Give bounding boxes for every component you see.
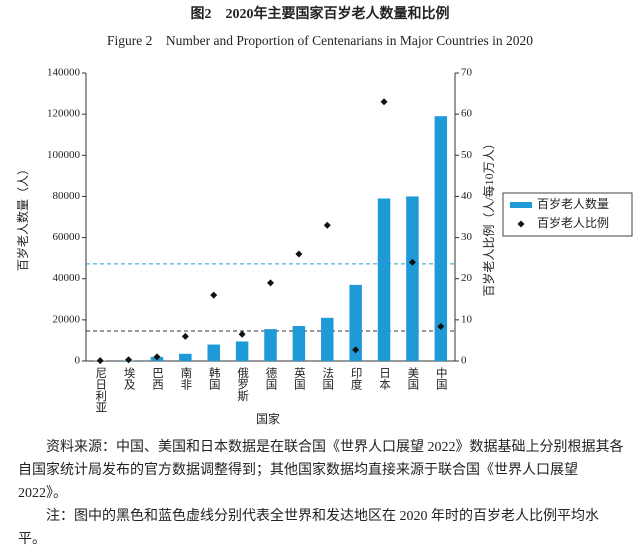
bar bbox=[434, 116, 448, 361]
point bbox=[125, 356, 133, 364]
chart: 图2 2020年主要国家百岁老人数量和比例 Figure 2 Number an… bbox=[15, 5, 633, 426]
source-note: 资料来源：中国、美国和日本数据是在联合国《世界人口展望 2022》数据基础上分别… bbox=[18, 440, 624, 501]
legend-swatch bbox=[510, 202, 532, 208]
point bbox=[181, 332, 189, 340]
x-tick-label: 英国 bbox=[293, 366, 306, 391]
legend-label: 百岁老人比例 bbox=[537, 215, 609, 230]
y2-tick-label: 30 bbox=[461, 231, 473, 243]
y-tick-label: 120000 bbox=[47, 108, 81, 120]
y2-tick-label: 0 bbox=[461, 355, 467, 367]
chart-subtitle: Figure 2 Number and Proportion of Centen… bbox=[107, 33, 533, 48]
point bbox=[238, 330, 246, 338]
x-tick-label: 尼日利亚 bbox=[94, 367, 107, 413]
legend-swatch bbox=[517, 220, 525, 228]
bar bbox=[264, 329, 277, 361]
x-tick-label: 印度 bbox=[350, 367, 363, 391]
bar bbox=[321, 317, 334, 361]
x-tick-label: 中国 bbox=[435, 367, 448, 391]
point bbox=[323, 221, 331, 229]
x-tick-label: 俄罗斯 bbox=[236, 367, 249, 402]
bar bbox=[377, 198, 391, 361]
x-tick-label: 德国 bbox=[265, 366, 278, 391]
bar bbox=[207, 344, 220, 361]
y-tick-label: 140000 bbox=[47, 67, 81, 79]
y-tick-label: 40000 bbox=[53, 272, 81, 284]
bar bbox=[179, 353, 192, 361]
y-tick-label: 80000 bbox=[53, 190, 81, 202]
y2-tick-label: 60 bbox=[461, 108, 473, 120]
bar bbox=[406, 196, 419, 361]
y2-tick-label: 40 bbox=[461, 190, 473, 202]
x-tick-label: 巴西 bbox=[151, 367, 164, 390]
bar bbox=[349, 284, 362, 361]
point bbox=[352, 346, 360, 354]
point bbox=[210, 291, 218, 299]
x-tick-label: 韩国 bbox=[208, 366, 221, 391]
y2-tick-label: 20 bbox=[461, 272, 473, 284]
y2-axis-label: 百岁老人比例（人/每10万人） bbox=[481, 137, 496, 296]
y-tick-label: 20000 bbox=[53, 313, 81, 325]
y2-tick-label: 70 bbox=[461, 67, 473, 79]
x-tick-label: 日本 bbox=[378, 367, 391, 391]
y2-tick-label: 10 bbox=[461, 313, 473, 325]
point bbox=[408, 258, 416, 266]
point bbox=[267, 279, 274, 287]
x-axis-label: 国家 bbox=[256, 411, 280, 426]
bar bbox=[235, 341, 249, 361]
x-tick-label: 美国 bbox=[406, 366, 419, 391]
note: 注：图中的黑色和蓝色虚线分别代表全世界和发达地区在 2020 年时的百岁老人比例… bbox=[18, 509, 599, 547]
x-tick-label: 法国 bbox=[321, 366, 334, 391]
point bbox=[437, 322, 445, 330]
point bbox=[153, 353, 161, 361]
point bbox=[380, 98, 388, 106]
bar bbox=[292, 326, 306, 361]
y-tick-label: 60000 bbox=[53, 231, 81, 243]
legend-box bbox=[502, 192, 633, 237]
point bbox=[295, 250, 303, 258]
x-tick-label: 南非 bbox=[179, 366, 192, 391]
legend-label: 百岁老人数量 bbox=[537, 196, 609, 211]
y-tick-label: 0 bbox=[75, 355, 81, 367]
point bbox=[96, 357, 104, 365]
chart-title: 图2 2020年主要国家百岁老人数量和比例 bbox=[191, 5, 450, 22]
y2-tick-label: 50 bbox=[461, 149, 473, 161]
y-tick-label: 100000 bbox=[47, 149, 81, 161]
y-axis-label: 百岁老人数量（人） bbox=[15, 163, 30, 271]
x-tick-label: 埃及 bbox=[123, 366, 136, 390]
notes: 资料来源：中国、美国和日本数据是在联合国《世界人口展望 2022》数据基础上分别… bbox=[18, 436, 626, 551]
